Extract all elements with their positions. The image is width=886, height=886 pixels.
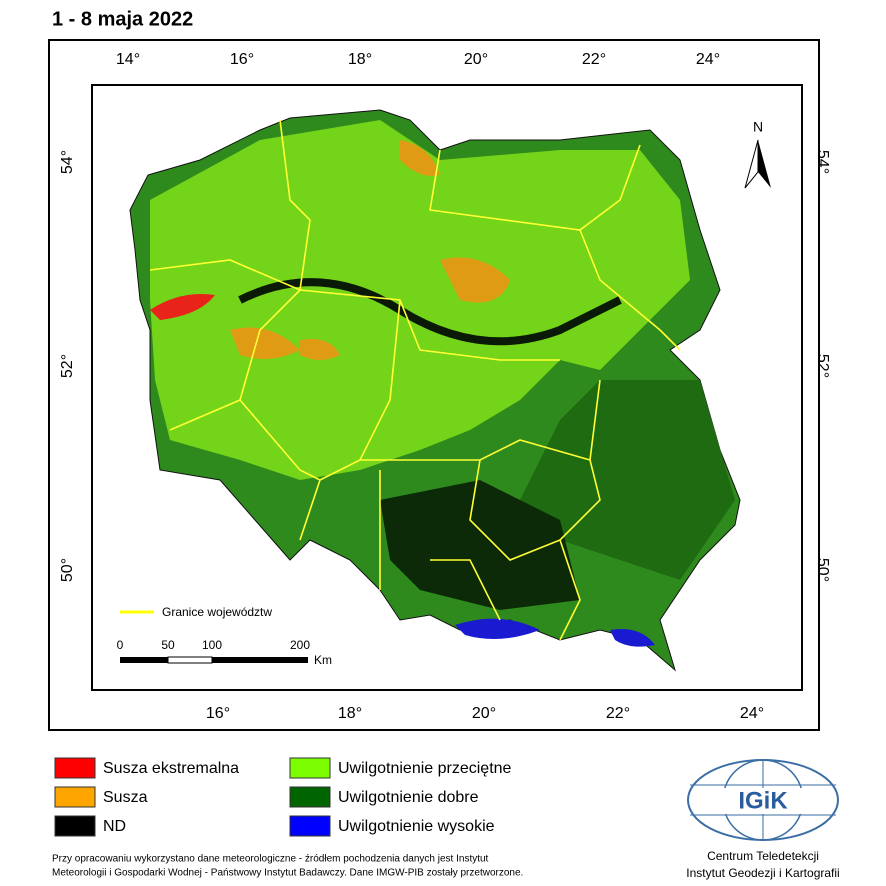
top-coordinate-label: 20° <box>464 51 488 68</box>
bottom-coordinate-label: 18° <box>338 705 362 722</box>
left-coordinate-label: 54° <box>59 150 76 174</box>
logo-caption: Centrum Teledetekcji <box>707 849 819 863</box>
scale-label: 0 <box>117 638 124 652</box>
map: N Granice województw <box>120 109 771 672</box>
title: 1 - 8 maja 2022 <box>52 8 193 30</box>
moisture-average-zone <box>150 120 690 480</box>
right-coordinate-label: 50° <box>814 558 831 582</box>
top-coordinate-label: 16° <box>230 51 254 68</box>
legend-label: Uwilgotnienie wysokie <box>338 818 495 835</box>
legend-swatch <box>289 815 331 837</box>
bottom-coordinate-label: 24° <box>740 705 764 722</box>
legend-label: Susza ekstremalna <box>103 760 239 777</box>
north-label: N <box>753 119 763 135</box>
legend-label: Uwilgotnienie dobre <box>338 789 479 806</box>
legend-swatch <box>54 786 96 808</box>
legend-label: Susza <box>103 789 148 806</box>
bottom-coordinate-label: 16° <box>206 705 230 722</box>
scale-unit: Km <box>314 653 332 667</box>
top-coordinate-label: 18° <box>348 51 372 68</box>
logo-caption: Instytut Geodezji i Kartografii <box>686 866 839 880</box>
scale-label: 200 <box>290 638 310 652</box>
legend-label: ND <box>103 818 126 835</box>
legend-swatch <box>289 786 331 808</box>
legend-swatch <box>54 815 96 837</box>
moisture-good-zone <box>520 380 735 580</box>
left-coordinate-label: 52° <box>59 354 76 378</box>
legend-label: Uwilgotnienie przeciętne <box>338 760 512 777</box>
bottom-coordinate-label: 22° <box>606 705 630 722</box>
legend-swatch <box>54 757 96 779</box>
logo-text: IGiK <box>738 787 788 814</box>
top-coordinate-label: 22° <box>582 51 606 68</box>
outer-frame <box>48 39 820 731</box>
extreme-drought-zone <box>150 294 215 320</box>
left-coordinate-label: 50° <box>59 558 76 582</box>
right-coordinate-label: 52° <box>814 354 831 378</box>
bottom-coordinate-label: 20° <box>472 705 496 722</box>
nd-zone <box>380 480 580 610</box>
scale-bar <box>120 656 308 664</box>
high-moisture-zone <box>455 618 655 647</box>
footer-note: Przy opracowaniu wykorzystano dane meteo… <box>52 854 489 865</box>
legend-swatch <box>289 757 331 779</box>
logo <box>687 759 839 841</box>
boundary-legend-label: Granice województw <box>162 605 272 619</box>
scale-label: 100 <box>202 638 222 652</box>
nd-river <box>238 278 622 346</box>
top-coordinate-label: 24° <box>696 51 720 68</box>
footer-note: Meteorologii i Gospodarki Wodnej - Państ… <box>52 868 523 879</box>
voivodeship-borders <box>149 119 681 641</box>
scale-label: 50 <box>161 638 175 652</box>
north-arrow <box>758 140 771 188</box>
top-coordinate-label: 14° <box>116 51 140 68</box>
right-coordinate-label: 54° <box>814 150 831 174</box>
